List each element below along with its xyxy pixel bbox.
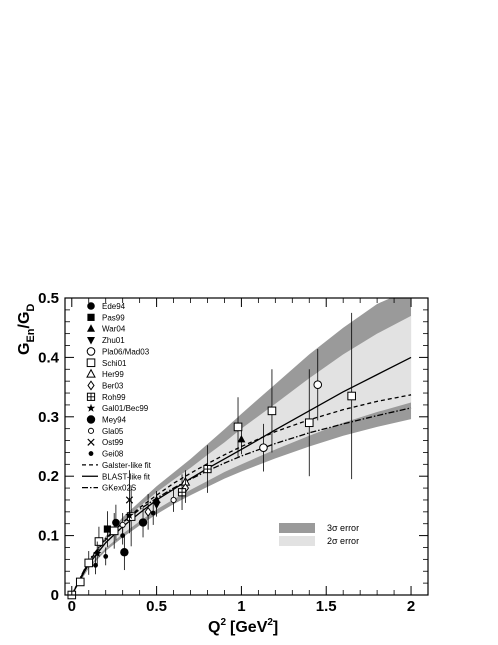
x-tick-label: 0 — [68, 598, 76, 615]
legend-marker-roh99 — [86, 392, 96, 401]
legend-label-ber03: Ber03 — [102, 381, 124, 390]
y-tick-label: 0.4 — [38, 349, 60, 366]
legend-label-gal01-bec99: Gal01/Bec99 — [102, 404, 149, 413]
legend-label-war04: War04 — [102, 325, 126, 334]
point-gei08-2 — [120, 533, 126, 538]
point-gal01-bec99-0 — [93, 549, 102, 557]
y-axis-label: GEn/GD — [16, 304, 37, 355]
legend-label-ede94: Ede94 — [102, 302, 126, 311]
y-tick-label: 0.2 — [38, 468, 59, 485]
legend-label-gla05: Gla05 — [102, 427, 124, 436]
legend-marker-zhu01 — [87, 337, 95, 345]
point-ede94-0 — [112, 518, 120, 527]
y-tick-label: 0.3 — [38, 409, 59, 426]
point-zhu01-0 — [152, 501, 161, 510]
legend-marker-gla05 — [87, 427, 95, 434]
legend-marker-war04 — [87, 324, 95, 332]
x-tick-label: 1.5 — [316, 598, 337, 615]
legend-label-pas99: Pas99 — [102, 313, 125, 322]
legend-label-schi01: Schi01 — [102, 359, 127, 368]
legend-label-mey94: Mey94 — [102, 416, 127, 425]
legend-marker-gal01-bec99 — [86, 403, 96, 412]
x-tick-label: 1 — [237, 598, 245, 615]
legend-label-gkex02s: GKex02S — [102, 484, 136, 493]
point-mey94-1 — [138, 518, 148, 527]
y-tick-label: 0.5 — [38, 290, 59, 307]
plot-frame — [64, 297, 429, 596]
legend-marker-pas99 — [87, 313, 95, 321]
point-schi01-3 — [94, 537, 104, 546]
legend-label-galster-like-fit: Galster-like fit — [102, 461, 152, 470]
point-pla06-mad03-0 — [259, 443, 268, 452]
point-roh99-1 — [203, 464, 212, 474]
legend-label-her99: Her99 — [102, 370, 124, 379]
point-gei08-3 — [150, 510, 156, 516]
legend-label-blast-like-fit: BLAST-like fit — [102, 472, 151, 481]
point-schi01-8 — [304, 418, 314, 428]
legend-marker-mey94 — [86, 415, 96, 424]
legend-label-zhu01: Zhu01 — [102, 336, 125, 345]
legend-label-roh99: Roh99 — [102, 393, 126, 402]
point-schi01-1 — [75, 577, 85, 587]
point-schi01-7 — [267, 406, 277, 416]
legend-marker-pla06-mad03 — [86, 347, 96, 356]
legend-label-2-error: 2σ error — [327, 536, 359, 546]
x-tick-label: 0.5 — [146, 598, 167, 615]
point-ost99-0 — [125, 496, 134, 504]
point-pas99-0 — [103, 525, 112, 533]
legend-marker-schi01 — [86, 358, 96, 368]
point-gei08-0 — [93, 562, 98, 568]
point-war04-1 — [237, 434, 246, 443]
point-gla05-1 — [170, 496, 177, 504]
point-schi01-9 — [347, 391, 356, 401]
point-pla06-mad03-1 — [313, 380, 323, 390]
point-ber03-0 — [144, 506, 152, 517]
y-tick-label: 0.1 — [38, 528, 59, 545]
legend: Ede94 Pas99 War04 Zhu01 Pla06/Mad03 Schi01 Her… — [82, 302, 152, 493]
point-schi01-2 — [84, 558, 94, 568]
legend-label-pla06-mad03: Pla06/Mad03 — [102, 347, 150, 356]
legend-marker-ber03 — [87, 380, 95, 391]
legend-marker-ede94 — [87, 302, 95, 310]
legend-swatch-3-error — [279, 523, 315, 533]
legend-marker-ost99 — [87, 438, 95, 446]
point-schi01-4 — [109, 526, 119, 536]
legend-label-3-error: 3σ error — [327, 523, 359, 533]
legend-label-ost99: Ost99 — [102, 438, 124, 447]
x-tick-label: 2 — [407, 598, 415, 615]
axes: 0 0.5 1 1.5 2 0 0.1 0.2 0.3 0.4 0.5 — [38, 290, 428, 615]
point-gei08-1 — [103, 553, 109, 559]
point-roh99-0 — [177, 488, 187, 497]
legend-label-gei08: Gei08 — [102, 450, 124, 459]
point-mey94-0 — [120, 548, 129, 557]
legend-swatch-2-error — [279, 536, 315, 546]
y-tick-label: 0 — [51, 587, 59, 604]
point-schi01-6 — [233, 422, 243, 432]
legend-marker-her99 — [86, 368, 96, 378]
band-legend: 3σ error 2σ error — [279, 523, 359, 546]
band-2-error — [71, 315, 412, 595]
x-axis-label: Q2 [GeV2] — [208, 617, 278, 636]
legend-marker-gei08 — [88, 451, 94, 456]
